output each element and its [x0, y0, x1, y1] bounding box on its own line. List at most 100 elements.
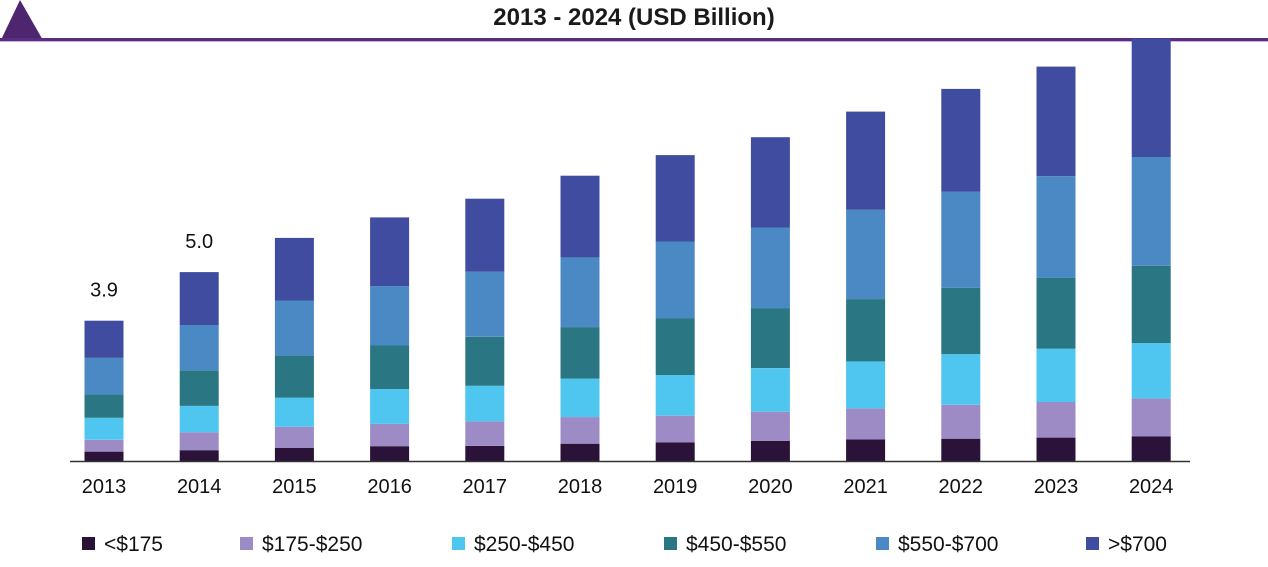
- bar-segment-2022-s4: [941, 191, 981, 288]
- bar-segment-2015-s1: [274, 426, 314, 448]
- bar-segment-2021-s3: [846, 299, 886, 362]
- bar-segment-2014-s5: [179, 272, 219, 325]
- bar-segment-2020-s5: [750, 137, 790, 228]
- bar-segment-2024-s5: [1131, 38, 1171, 157]
- bar-segment-2020-s4: [750, 227, 790, 309]
- bar-segment-2020-s0: [750, 440, 790, 461]
- bar-segment-2023-s0: [1036, 437, 1076, 461]
- bar-segment-2015-s4: [274, 300, 314, 356]
- bar-segment-2014-s3: [179, 370, 219, 406]
- legend-swatch-s1: [240, 537, 253, 550]
- bar-segment-2014-s2: [179, 405, 219, 433]
- x-tick-label: 2023: [1034, 476, 1079, 498]
- bar-segment-2018-s1: [560, 417, 600, 444]
- bar-segment-2021-s0: [846, 439, 886, 461]
- bar-segment-2023-s2: [1036, 348, 1076, 402]
- data-label-2014: 5.0: [185, 231, 213, 253]
- header-underline: [0, 38, 1268, 41]
- bar-segment-2016-s3: [370, 345, 410, 389]
- x-tick-label: 2022: [939, 476, 984, 498]
- bar-segment-2023-s5: [1036, 66, 1076, 177]
- x-tick-label: 2013: [82, 476, 127, 498]
- bar-segment-2022-s5: [941, 88, 981, 192]
- bar-segment-2016-s0: [370, 446, 410, 461]
- x-tick-label: 2017: [463, 476, 508, 498]
- bar-segment-2023-s1: [1036, 402, 1076, 438]
- bar-segment-2024-s0: [1131, 436, 1171, 461]
- bar-segment-2022-s3: [941, 287, 981, 355]
- bar-segment-2013-s3: [84, 394, 124, 418]
- bar-segment-2024-s2: [1131, 343, 1171, 399]
- bar-segment-2020-s2: [750, 368, 790, 412]
- bar-segment-2024-s1: [1131, 398, 1171, 437]
- bar-segment-2014-s1: [179, 432, 219, 451]
- legend-swatch-s0: [82, 537, 95, 550]
- x-tick-label: 2014: [177, 476, 222, 498]
- bar-segment-2018-s3: [560, 327, 600, 379]
- x-tick-label: 2020: [748, 476, 793, 498]
- bar-segment-2022-s0: [941, 438, 981, 461]
- bar-segment-2013-s0: [84, 451, 124, 461]
- bar-segment-2016-s5: [370, 217, 410, 287]
- bar-segment-2019-s3: [655, 318, 695, 375]
- bar-segment-2024-s4: [1131, 156, 1171, 266]
- bars-group: [84, 38, 1171, 461]
- bar-segment-2021-s1: [846, 408, 886, 440]
- bar-segment-2019-s1: [655, 415, 695, 443]
- bar-segment-2022-s2: [941, 354, 981, 405]
- bar-segment-2023-s4: [1036, 176, 1076, 278]
- bar-segment-2015-s3: [274, 355, 314, 398]
- data-label-2013: 3.9: [90, 280, 118, 302]
- x-tick-labels: 2013 2014 2015 2016 2017 2018 2019 2020 2021 2022…: [82, 476, 1174, 498]
- bar-segment-2015-s2: [274, 397, 314, 427]
- bar-segment-2017-s4: [465, 271, 505, 337]
- x-tick-label: 2024: [1129, 476, 1174, 498]
- bar-segment-2013-s1: [84, 439, 124, 452]
- bar-segment-2014-s0: [179, 450, 219, 461]
- bar-segment-2023-s3: [1036, 277, 1076, 349]
- bar-segment-2017-s0: [465, 445, 505, 461]
- x-tick-label: 2019: [653, 476, 698, 498]
- bar-segment-2020-s1: [750, 411, 790, 441]
- bar-segment-2016-s4: [370, 286, 410, 346]
- bar-segment-2019-s5: [655, 155, 695, 242]
- header-logo-triangle: [0, 0, 44, 42]
- bar-segment-2017-s3: [465, 336, 505, 386]
- x-tick-label: 2015: [272, 476, 317, 498]
- bar-segment-2021-s2: [846, 361, 886, 409]
- bar-segment-2019-s4: [655, 241, 695, 319]
- bar-segment-2016-s1: [370, 423, 410, 447]
- legend-label-s0: <$175: [104, 533, 163, 556]
- bar-segment-2020-s3: [750, 308, 790, 369]
- legend-label-s2: $250-$450: [474, 533, 574, 556]
- bar-segment-2021-s5: [846, 111, 886, 210]
- bar-segment-2024-s3: [1131, 266, 1171, 343]
- bar-segment-2018-s4: [560, 257, 600, 328]
- bar-segment-2019-s0: [655, 442, 695, 461]
- bar-segment-2015-s0: [274, 448, 314, 461]
- legend-label-s4: $550-$700: [898, 533, 998, 556]
- bar-segment-2021-s4: [846, 209, 886, 299]
- bar-segment-2017-s5: [465, 198, 505, 272]
- legend-swatch-s4: [876, 537, 889, 550]
- legend-label-s3: $450-$550: [686, 533, 786, 556]
- x-tick-label: 2016: [367, 476, 412, 498]
- bar-segment-2014-s4: [179, 325, 219, 371]
- legend: <$175 $175-$250 $250-$450 $450-$550 $550-$70…: [82, 533, 1167, 556]
- bar-segment-2013-s4: [84, 357, 124, 395]
- bar-segment-2017-s1: [465, 421, 505, 446]
- bar-segment-2019-s2: [655, 375, 695, 416]
- x-tick-label: 2021: [843, 476, 888, 498]
- bar-segment-2018-s2: [560, 378, 600, 418]
- legend-label-s1: $175-$250: [262, 533, 362, 556]
- legend-label-s5: >$700: [1108, 533, 1167, 556]
- chart-title: 2013 - 2024 (USD Billion): [493, 4, 775, 31]
- bar-segment-2015-s5: [274, 237, 314, 301]
- header-underline-light: [0, 41, 1268, 42]
- bar-segment-2018-s0: [560, 443, 600, 461]
- bar-segment-2022-s1: [941, 404, 981, 439]
- data-labels: 3.9 5.0: [90, 231, 213, 302]
- bar-segment-2013-s5: [84, 320, 124, 358]
- bar-segment-2013-s2: [84, 417, 124, 440]
